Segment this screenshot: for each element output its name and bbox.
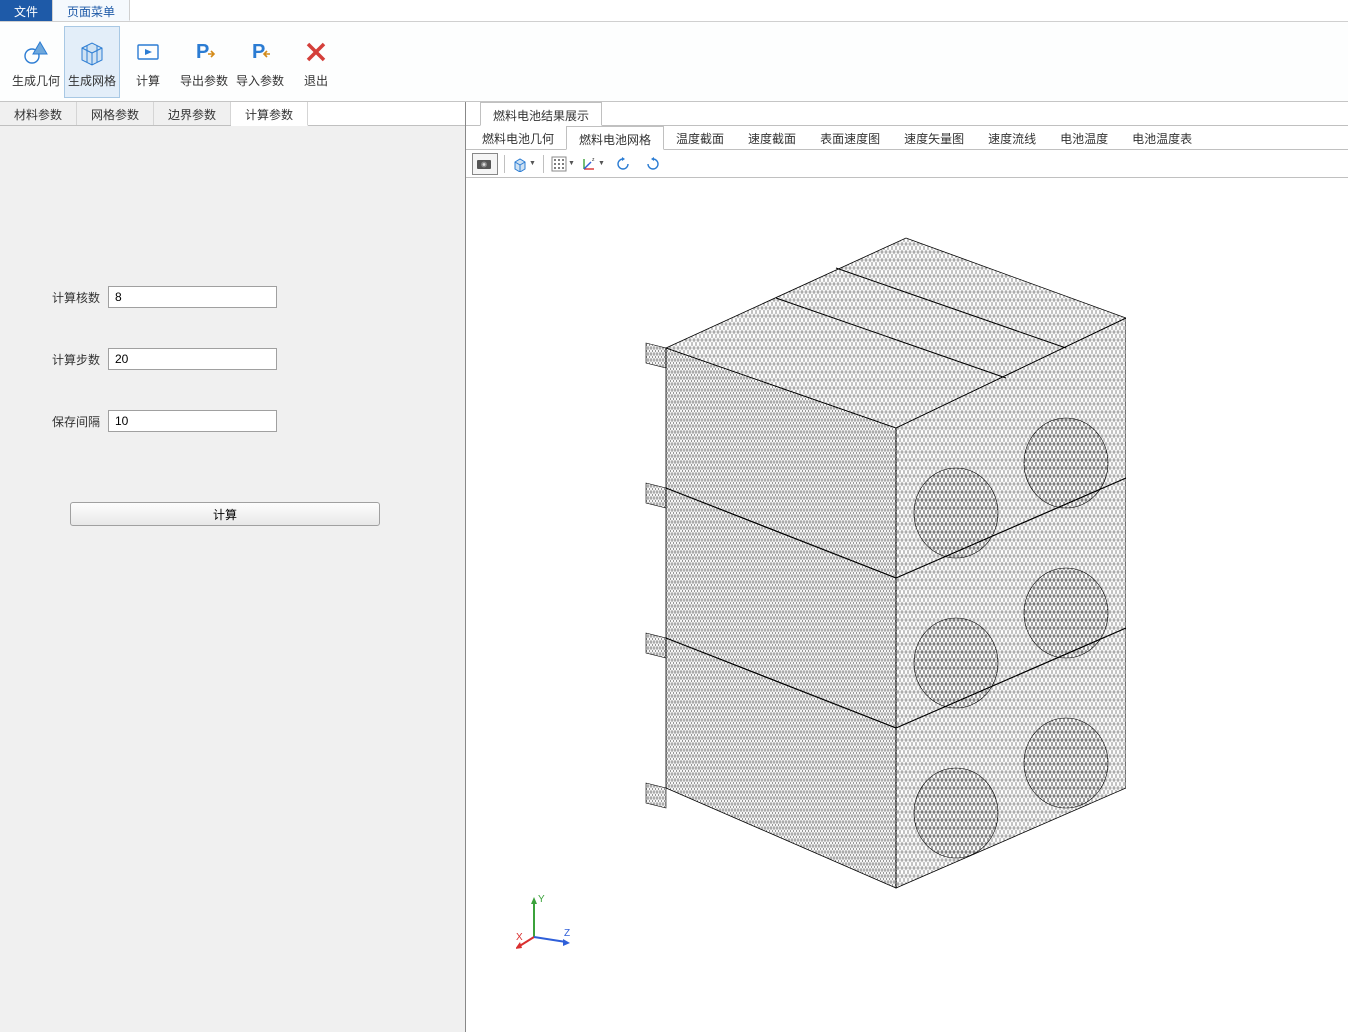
subtab-vel-stream[interactable]: 速度流线 bbox=[976, 126, 1048, 149]
export-params-button[interactable]: P 导出参数 bbox=[176, 26, 232, 98]
tab-calc-params[interactable]: 计算参数 bbox=[231, 102, 308, 126]
tab-mesh-params[interactable]: 网格参数 bbox=[77, 102, 154, 125]
compute-button[interactable]: 计算 bbox=[120, 26, 176, 98]
save-interval-row: 保存间隔 bbox=[40, 410, 425, 432]
cores-row: 计算核数 bbox=[40, 286, 425, 308]
menu-file[interactable]: 文件 bbox=[0, 0, 53, 21]
chevron-down-icon: ▼ bbox=[568, 160, 575, 167]
tab-fuelcell-results[interactable]: 燃料电池结果展示 bbox=[480, 102, 602, 126]
svg-text:Y: Y bbox=[538, 894, 545, 905]
svg-text:X: X bbox=[516, 932, 523, 943]
view-toolbar: ▼ ▼ z ▼ bbox=[466, 150, 1348, 178]
steps-row: 计算步数 bbox=[40, 348, 425, 370]
axis-triad-icon[interactable]: z ▼ bbox=[580, 153, 606, 175]
tab-boundary-params[interactable]: 边界参数 bbox=[154, 102, 231, 125]
ribbon-toolbar: 生成几何 生成网格 计算 P 导出参数 P 导入参数 退出 bbox=[0, 22, 1348, 102]
play-icon bbox=[132, 36, 164, 68]
fuelcell-mesh-render bbox=[606, 228, 1126, 908]
svg-text:P: P bbox=[252, 41, 265, 63]
subtab-geom[interactable]: 燃料电池几何 bbox=[470, 126, 566, 149]
toolbar-sep bbox=[504, 155, 505, 173]
points-view-icon[interactable]: ▼ bbox=[550, 153, 576, 175]
main-split: 材料参数 网格参数 边界参数 计算参数 计算核数 计算步数 保存间隔 计算 燃料… bbox=[0, 102, 1348, 1032]
subtab-vel-vector[interactable]: 速度矢量图 bbox=[892, 126, 976, 149]
rotate-cw-icon[interactable] bbox=[640, 153, 666, 175]
run-compute-button[interactable]: 计算 bbox=[70, 502, 380, 526]
rotate-ccw-icon[interactable] bbox=[610, 153, 636, 175]
export-icon: P bbox=[188, 36, 220, 68]
exit-button[interactable]: 退出 bbox=[288, 26, 344, 98]
result-top-tabs: 燃料电池结果展示 bbox=[466, 102, 1348, 126]
svg-text:Z: Z bbox=[564, 928, 570, 939]
gen-geometry-label: 生成几何 bbox=[12, 72, 60, 89]
axis-triad: Y X Z bbox=[516, 892, 576, 952]
close-icon bbox=[300, 36, 332, 68]
subtab-bat-temp[interactable]: 电池温度 bbox=[1048, 126, 1120, 149]
save-interval-label: 保存间隔 bbox=[40, 413, 100, 430]
geometry-icon bbox=[20, 36, 52, 68]
menubar: 文件 页面菜单 bbox=[0, 0, 1348, 22]
menu-page[interactable]: 页面菜单 bbox=[53, 0, 130, 21]
calc-params-form: 计算核数 计算步数 保存间隔 计算 bbox=[0, 126, 465, 1032]
gen-mesh-label: 生成网格 bbox=[68, 72, 116, 89]
steps-label: 计算步数 bbox=[40, 351, 100, 368]
subtab-vel-section[interactable]: 速度截面 bbox=[736, 126, 808, 149]
exit-label: 退出 bbox=[304, 72, 328, 89]
subtab-mesh[interactable]: 燃料电池网格 bbox=[566, 126, 664, 150]
mesh-icon bbox=[76, 36, 108, 68]
gen-geometry-button[interactable]: 生成几何 bbox=[8, 26, 64, 98]
import-params-label: 导入参数 bbox=[236, 72, 284, 89]
camera-icon[interactable] bbox=[472, 153, 498, 175]
compute-label: 计算 bbox=[136, 72, 160, 89]
result-sub-tabs: 燃料电池几何 燃料电池网格 温度截面 速度截面 表面速度图 速度矢量图 速度流线… bbox=[466, 126, 1348, 150]
save-interval-input[interactable] bbox=[108, 410, 277, 432]
cores-label: 计算核数 bbox=[40, 289, 100, 306]
cube-view-icon[interactable]: ▼ bbox=[511, 153, 537, 175]
svg-text:z: z bbox=[592, 157, 595, 163]
import-params-button[interactable]: P 导入参数 bbox=[232, 26, 288, 98]
param-tabs: 材料参数 网格参数 边界参数 计算参数 bbox=[0, 102, 465, 126]
gen-mesh-button[interactable]: 生成网格 bbox=[64, 26, 120, 98]
export-params-label: 导出参数 bbox=[180, 72, 228, 89]
mesh-viewport[interactable]: Y X Z bbox=[466, 178, 1348, 1032]
cores-input[interactable] bbox=[108, 286, 277, 308]
toolbar-sep bbox=[543, 155, 544, 173]
chevron-down-icon: ▼ bbox=[529, 160, 536, 167]
svg-text:P: P bbox=[196, 41, 209, 63]
subtab-surf-vel[interactable]: 表面速度图 bbox=[808, 126, 892, 149]
tab-material-params[interactable]: 材料参数 bbox=[0, 102, 77, 125]
subtab-temp-section[interactable]: 温度截面 bbox=[664, 126, 736, 149]
left-panel: 材料参数 网格参数 边界参数 计算参数 计算核数 计算步数 保存间隔 计算 bbox=[0, 102, 466, 1032]
import-icon: P bbox=[244, 36, 276, 68]
subtab-bat-temp-table[interactable]: 电池温度表 bbox=[1120, 126, 1204, 149]
steps-input[interactable] bbox=[108, 348, 277, 370]
chevron-down-icon: ▼ bbox=[598, 160, 605, 167]
right-panel: 燃料电池结果展示 燃料电池几何 燃料电池网格 温度截面 速度截面 表面速度图 速… bbox=[466, 102, 1348, 1032]
